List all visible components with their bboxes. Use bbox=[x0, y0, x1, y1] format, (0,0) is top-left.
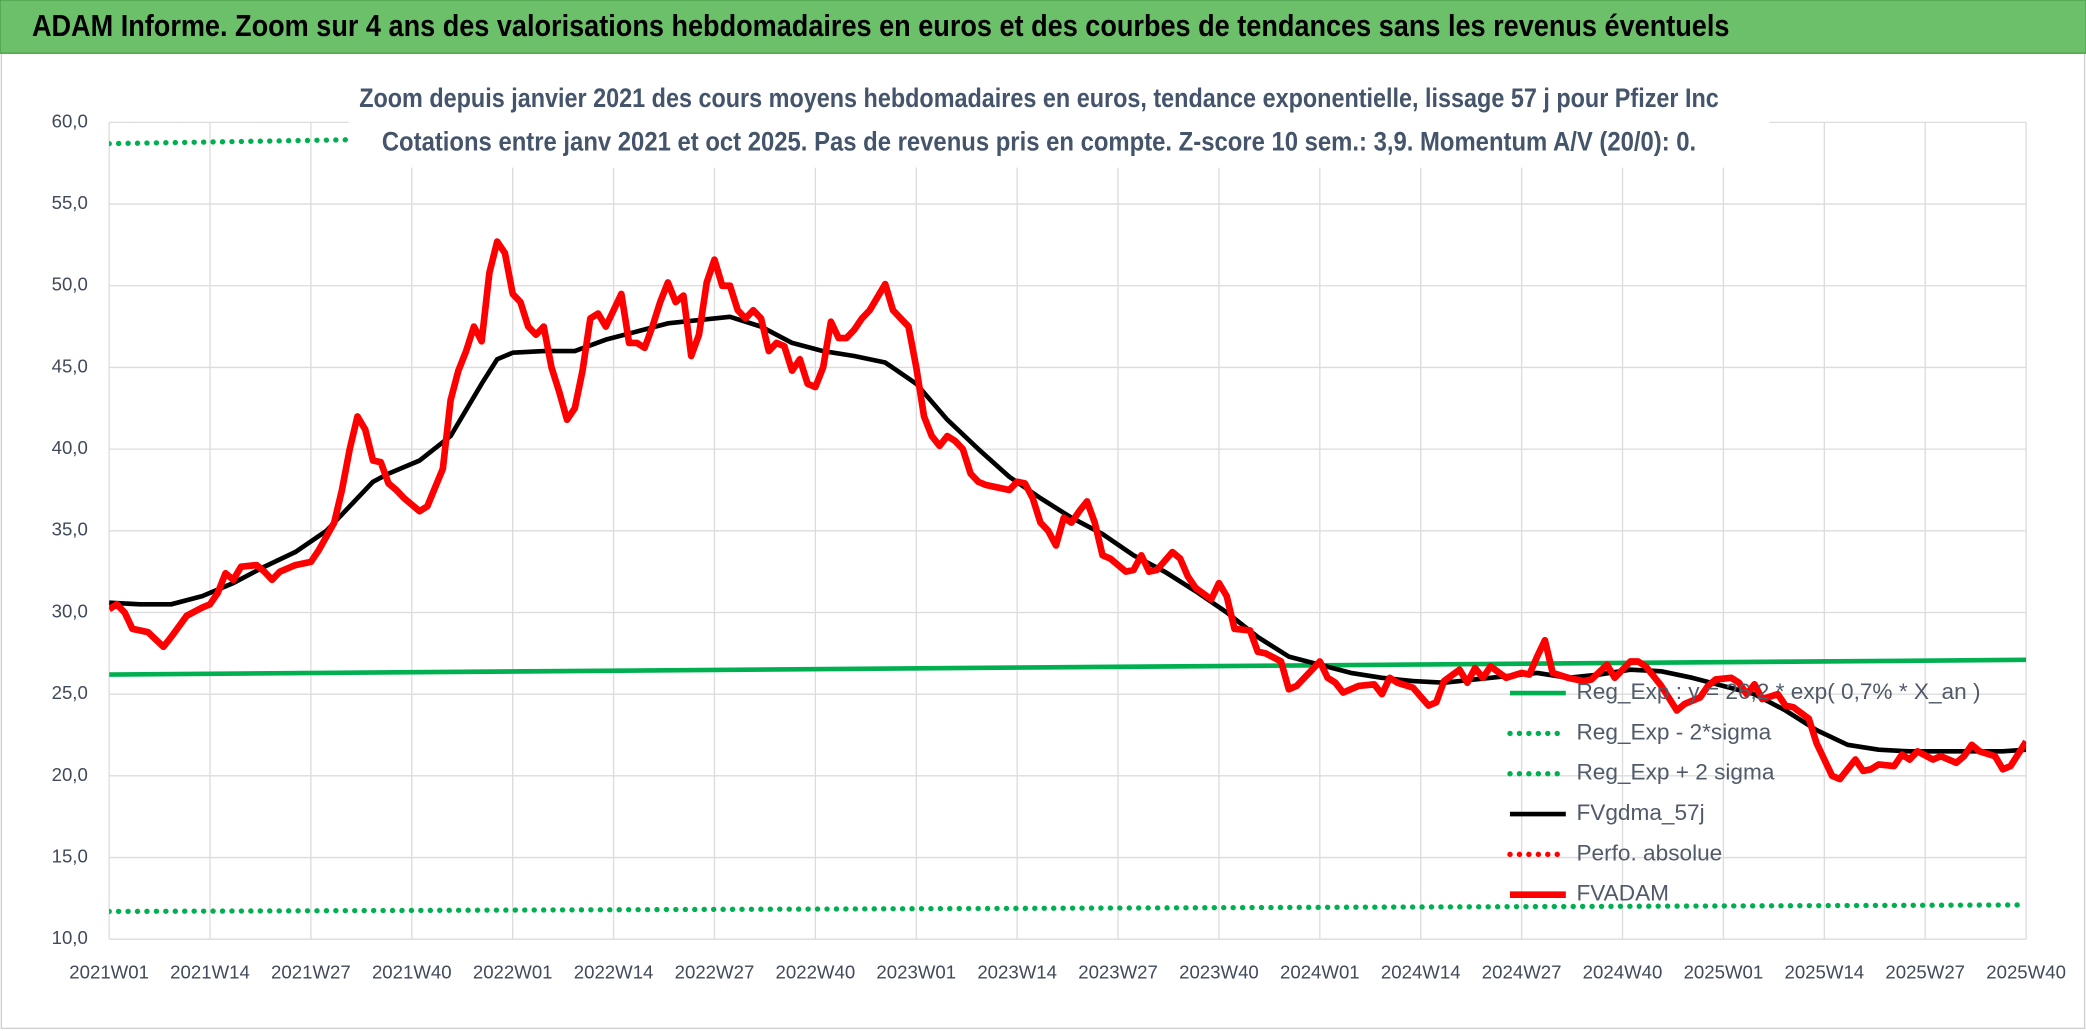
x-tick-label: 2022W40 bbox=[776, 962, 856, 983]
y-tick-label: 45,0 bbox=[52, 355, 88, 376]
header-bar bbox=[0, 0, 2086, 54]
x-tick-label: 2025W01 bbox=[1684, 962, 1764, 983]
series-line bbox=[109, 902, 2027, 915]
x-tick-label: 2022W14 bbox=[574, 962, 654, 983]
x-tick-label: 2023W40 bbox=[1179, 962, 1259, 983]
legend-label: FVADAM bbox=[1576, 881, 1669, 906]
legend-label: Reg_Exp + 2 sigma bbox=[1576, 760, 1774, 785]
x-tick-label: 2021W01 bbox=[69, 962, 149, 983]
series-line bbox=[109, 657, 2027, 677]
y-tick-label: 60,0 bbox=[52, 110, 88, 131]
x-tick-label: 2024W27 bbox=[1482, 962, 1562, 983]
subtitle-line: Zoom depuis janvier 2021 des cours moyen… bbox=[359, 83, 1719, 113]
overlay: Zoom depuis janvier 2021 des cours moyen… bbox=[348, 77, 1770, 168]
subtitle-line: Cotations entre janv 2021 et oct 2025. P… bbox=[382, 127, 1696, 157]
x-tick-label: 2021W40 bbox=[372, 962, 452, 983]
grid: 10,0 15,0 20,0 25,0 30,0 35,0 40,0 45,0 50,0 55,0… bbox=[52, 110, 2066, 982]
x-tick-label: 2025W14 bbox=[1784, 962, 1864, 983]
subtitle-box bbox=[348, 77, 1770, 168]
x-tick-label: 2023W14 bbox=[977, 962, 1057, 983]
x-tick-label: 2023W01 bbox=[876, 962, 956, 983]
x-tick-label: 2025W27 bbox=[1885, 962, 1965, 983]
x-tick-label: 2024W40 bbox=[1583, 962, 1663, 983]
legend: Reg_Exp : y = 26,2 * exp( 0,7% * X_an ) R… bbox=[1507, 679, 1981, 906]
legend-label: Perfo. absolue bbox=[1576, 840, 1722, 865]
y-tick-label: 50,0 bbox=[52, 274, 88, 295]
y-tick-label: 35,0 bbox=[52, 519, 88, 540]
x-tick-label: 2021W27 bbox=[271, 962, 351, 983]
y-tick-label: 10,0 bbox=[52, 927, 88, 948]
legend-label: Reg_Exp - 2*sigma bbox=[1576, 719, 1771, 744]
series-line bbox=[109, 238, 2027, 783]
y-tick-label: 20,0 bbox=[52, 764, 88, 785]
x-tick-label: 2024W01 bbox=[1280, 962, 1360, 983]
series-line bbox=[109, 314, 2027, 754]
x-tick-label: 2023W27 bbox=[1078, 962, 1158, 983]
legend-label: Reg_Exp : y = 26,2 * exp( 0,7% * X_an ) bbox=[1576, 679, 1980, 704]
y-tick-label: 55,0 bbox=[52, 192, 88, 213]
chart-title: ADAM Informe. Zoom sur 4 ans des valoris… bbox=[32, 9, 1729, 43]
y-tick-label: 25,0 bbox=[52, 682, 88, 703]
y-tick-label: 40,0 bbox=[52, 437, 88, 458]
y-tick-label: 30,0 bbox=[52, 600, 88, 621]
x-tick-label: 2021W14 bbox=[170, 962, 250, 983]
chart-frame bbox=[0, 52, 2086, 1030]
legend-label: FVgdma_57j bbox=[1576, 800, 1704, 825]
x-tick-label: 2022W01 bbox=[473, 962, 553, 983]
y-tick-label: 15,0 bbox=[52, 845, 88, 866]
x-tick-label: 2022W27 bbox=[675, 962, 755, 983]
x-tick-label: 2025W40 bbox=[1986, 962, 2066, 983]
x-tick-label: 2024W14 bbox=[1381, 962, 1461, 983]
